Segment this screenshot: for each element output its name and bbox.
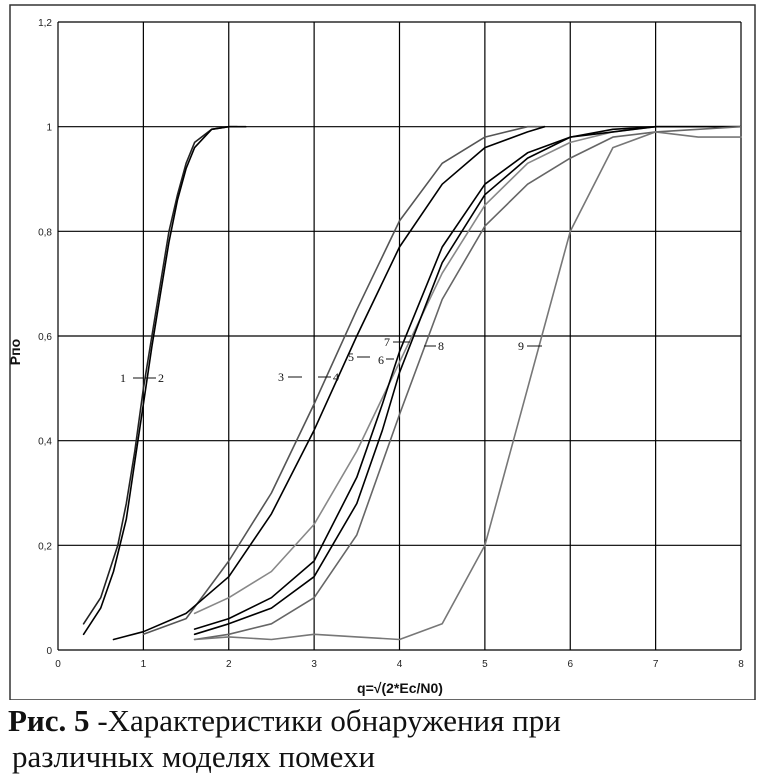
curve-label-8: 8	[424, 339, 444, 353]
series-line-4	[112, 125, 546, 641]
caption-label: Рис. 5	[8, 703, 90, 738]
series-line-6	[193, 125, 742, 636]
series-line-9	[193, 131, 742, 641]
series-line-3	[142, 125, 546, 636]
curve-label-5: 5	[348, 350, 370, 364]
y-tick-label: 1	[46, 123, 52, 134]
curve-label-3: 3	[278, 370, 302, 384]
x-tick-label: 4	[397, 659, 403, 670]
y-tick-label: 0,6	[38, 332, 52, 343]
x-tick-label: 3	[311, 659, 317, 670]
x-tick-label: 5	[482, 659, 488, 670]
x-axis-title: q=√(2*Ec/N0)	[357, 680, 443, 696]
curve-label-6: 6	[378, 353, 394, 367]
series-line-1	[82, 125, 239, 625]
grid: 0 1 2 3 4 5 6 7 800,20,40,60,811,2	[38, 18, 744, 670]
y-tick-label: 0,4	[38, 437, 52, 448]
x-tick-label: 1	[141, 659, 147, 670]
svg-text:1: 1	[120, 371, 126, 385]
y-tick-label: 0,2	[38, 541, 52, 552]
series-line-7	[193, 125, 742, 630]
y-tick-label: 1,2	[38, 18, 52, 29]
svg-text:4: 4	[333, 370, 339, 384]
curve-label-7: 7	[384, 335, 410, 349]
figure-caption: Рис. 5 -Характеристики обнаружения при р…	[8, 703, 758, 775]
chart-figure: 0 1 2 3 4 5 6 7 8 0 0,2 0,4 0,6 0,8 1 1,2 1 2 3 4 5	[0, 0, 762, 700]
caption-text-line1: -Характеристики обнаружения при	[97, 703, 561, 738]
series-line-8	[193, 125, 742, 641]
curve-labels: 1 2 3 4 5 6 7	[120, 335, 542, 385]
y-tick-label: 0,8	[38, 227, 52, 238]
svg-text:3: 3	[278, 370, 284, 384]
curve-label-9: 9	[518, 339, 542, 353]
x-tick-label: 6	[567, 659, 573, 670]
curve-label-2: 2	[145, 371, 164, 385]
svg-text:8: 8	[438, 339, 444, 353]
x-tick-label: 2	[226, 659, 232, 670]
caption-text-line2: различных моделях помехи	[12, 739, 376, 774]
curve-label-1: 1	[120, 371, 144, 385]
svg-text:2: 2	[158, 371, 164, 385]
svg-text:5: 5	[348, 350, 354, 364]
series-line-2	[82, 125, 247, 636]
svg-text:6: 6	[378, 353, 384, 367]
x-tick-label: 7	[653, 659, 659, 670]
x-tick-label: 8	[738, 659, 744, 670]
chart-frame	[9, 4, 756, 700]
y-axis-title: Pпо	[7, 339, 23, 365]
chart-background	[0, 0, 762, 700]
x-tick-label: 0	[55, 659, 61, 670]
svg-text:9: 9	[518, 339, 524, 353]
detection-characteristics-chart: 0 1 2 3 4 5 6 7 800,20,40,60,811,2 1 2 3 4 5	[0, 0, 762, 700]
svg-text:7: 7	[384, 335, 390, 349]
series-group	[82, 125, 742, 641]
curve-label-4: 4	[318, 370, 339, 384]
y-tick-label: 0	[46, 646, 52, 657]
